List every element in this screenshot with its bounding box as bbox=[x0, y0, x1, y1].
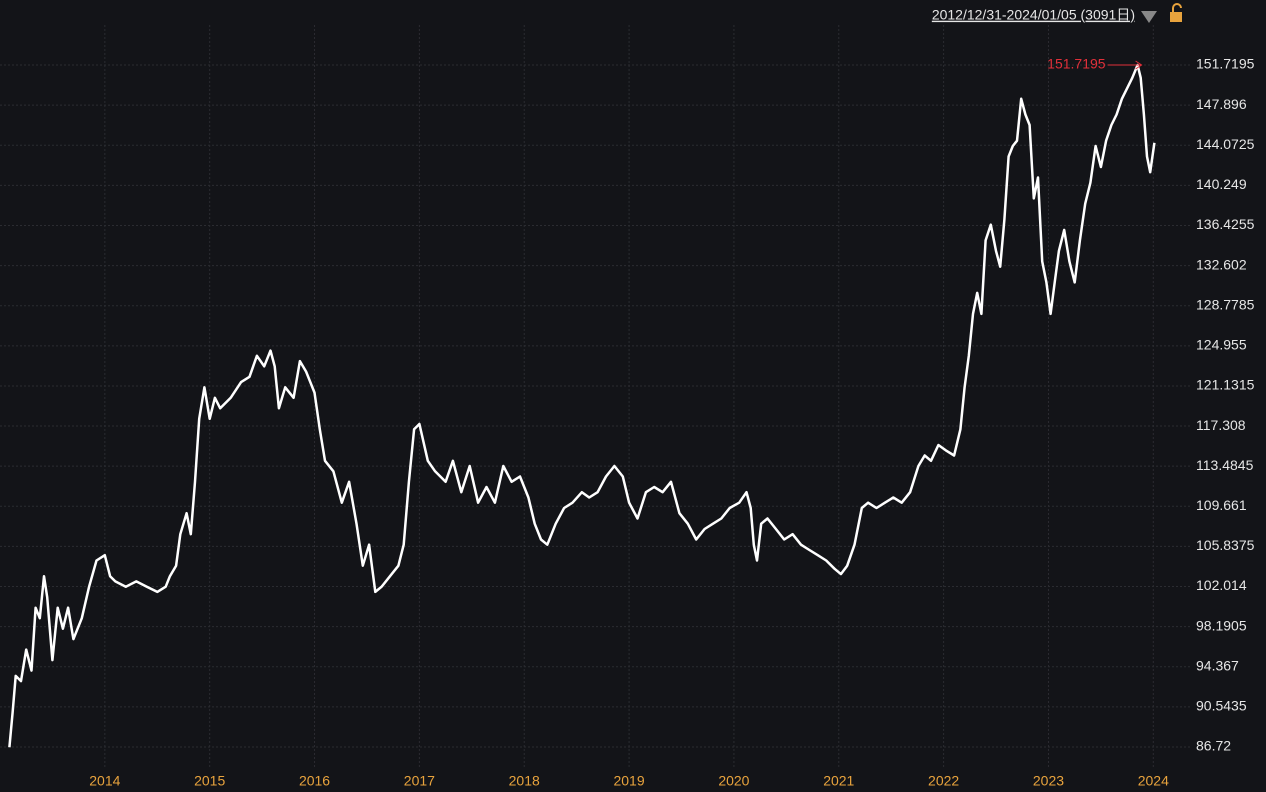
x-tick-label: 2022 bbox=[928, 773, 959, 789]
x-tick-label: 2019 bbox=[613, 773, 644, 789]
y-tick-label: 147.896 bbox=[1196, 96, 1247, 112]
y-tick-label: 136.4255 bbox=[1196, 216, 1255, 232]
y-tick-label: 117.308 bbox=[1196, 417, 1246, 433]
y-tick-label: 132.602 bbox=[1196, 256, 1247, 272]
date-range[interactable]: 2012/12/31-2024/01/05 (3091日) bbox=[932, 7, 1135, 23]
dropdown-icon[interactable] bbox=[1141, 11, 1157, 23]
annotation: 151.7195 bbox=[1047, 56, 1106, 72]
y-tick-label: 102.014 bbox=[1196, 577, 1247, 593]
y-tick-label: 124.955 bbox=[1196, 337, 1247, 353]
x-tick-label: 2020 bbox=[718, 773, 749, 789]
y-tick-label: 90.5435 bbox=[1196, 698, 1247, 714]
x-tick-label: 2018 bbox=[509, 773, 540, 789]
x-tick-label: 2017 bbox=[404, 773, 435, 789]
x-tick-label: 2016 bbox=[299, 773, 330, 789]
x-tick-label: 2015 bbox=[194, 773, 225, 789]
lock-icon[interactable] bbox=[1170, 3, 1182, 22]
y-tick-label: 121.1315 bbox=[1196, 377, 1255, 393]
y-tick-label: 105.8375 bbox=[1196, 537, 1255, 553]
x-tick-label: 2021 bbox=[823, 773, 854, 789]
y-tick-label: 140.249 bbox=[1196, 176, 1247, 192]
y-tick-label: 128.7785 bbox=[1196, 296, 1255, 312]
y-tick-label: 144.0725 bbox=[1196, 136, 1255, 152]
x-tick-label: 2014 bbox=[89, 773, 120, 789]
annotation-arrowhead bbox=[1135, 60, 1143, 70]
x-tick-label: 2024 bbox=[1138, 773, 1169, 789]
price-line bbox=[8, 63, 1156, 748]
y-tick-label: 151.7195 bbox=[1196, 56, 1255, 72]
y-tick-label: 113.4845 bbox=[1196, 457, 1254, 473]
x-tick-label: 2023 bbox=[1033, 773, 1064, 789]
y-tick-label: 98.1905 bbox=[1196, 617, 1247, 633]
lock-shackle bbox=[1172, 3, 1182, 12]
y-tick-label: 109.661 bbox=[1196, 497, 1247, 513]
lock-body bbox=[1170, 12, 1182, 22]
y-tick-label: 94.367 bbox=[1196, 657, 1239, 673]
y-tick-label: 86.72 bbox=[1196, 738, 1231, 754]
